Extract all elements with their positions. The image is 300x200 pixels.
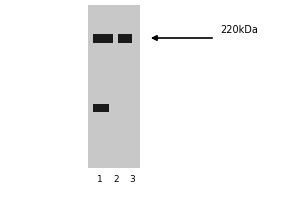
Bar xyxy=(93,104,109,112)
Bar xyxy=(93,33,113,43)
Text: 220kDa: 220kDa xyxy=(220,25,258,35)
Text: 2: 2 xyxy=(113,176,119,184)
Text: 3: 3 xyxy=(129,176,135,184)
Bar xyxy=(118,33,132,43)
Bar xyxy=(88,5,140,168)
Text: 1: 1 xyxy=(97,176,103,184)
